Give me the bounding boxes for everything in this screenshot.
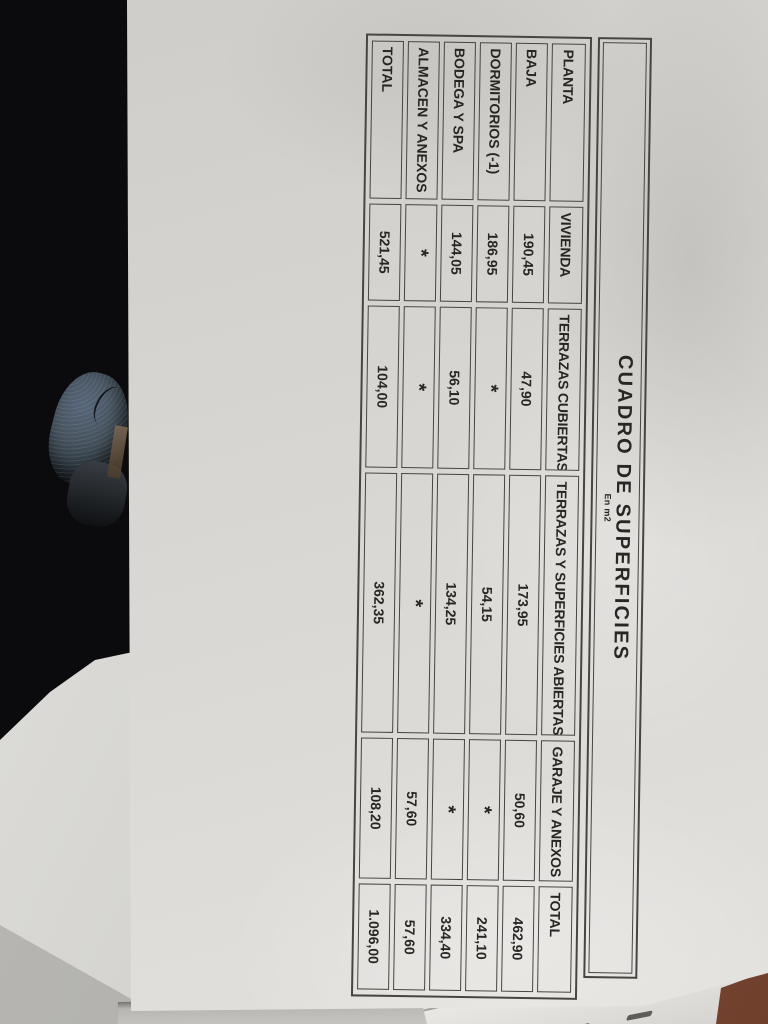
value-cell: 54,15 [469, 474, 506, 735]
asterisk-cell: * [403, 204, 438, 302]
value-cell: 1.096,00 [357, 883, 391, 990]
value-cell: 462,90 [501, 885, 535, 993]
column-header-3: TERRAZAS Y SUPERFICIES ABIERTAS [541, 475, 580, 736]
document-title-box: CUADRO DE SUPERFICIES En m2 [583, 37, 653, 979]
value-cell: 241,10 [465, 885, 499, 992]
row-label: BAJA [513, 42, 548, 202]
asterisk-cell: * [430, 738, 466, 881]
document-subtitle: En m2 [602, 493, 613, 523]
surfaces-table: PLANTA VIVIENDA TERRAZAS CUBIERTAS TERRAZAS… [350, 33, 593, 1000]
illegible-print-mark [625, 1010, 653, 1021]
row-label: ALMACEN Y ANEXOS [405, 41, 440, 200]
value-cell: 134,25 [433, 473, 470, 735]
asterisk-cell: * [397, 473, 434, 734]
value-cell: 47,90 [509, 307, 544, 471]
document-title-inner-frame: CUADRO DE SUPERFICIES En m2 [588, 42, 647, 974]
column-header-0: PLANTA [549, 43, 586, 202]
asterisk-cell: * [466, 739, 502, 881]
value-cell: 334,40 [429, 884, 463, 992]
value-cell: 362,35 [361, 472, 398, 733]
value-cell: 56,10 [437, 306, 472, 470]
value-cell: 173,95 [505, 474, 542, 736]
asterisk-cell: * [401, 306, 436, 469]
column-header-4: GARAJE Y ANEXOS [538, 740, 575, 882]
column-header-2: TERRAZAS CUBIERTAS [545, 308, 582, 471]
value-cell: 190,45 [511, 205, 546, 304]
value-cell: 108,20 [358, 737, 394, 879]
value-cell: 104,00 [365, 305, 400, 468]
row-label: BODEGA Y SPA [441, 41, 476, 201]
document-title: CUADRO DE SUPERFICIES [609, 354, 637, 662]
row-label: DORMITORIOS (-1) [477, 42, 512, 201]
row-label: TOTAL [369, 40, 404, 200]
value-cell: 50,60 [502, 739, 537, 882]
value-cell: 57,60 [393, 883, 427, 991]
column-header-5: TOTAL [537, 886, 573, 993]
value-cell: 186,95 [475, 205, 510, 303]
value-cell: 144,05 [439, 204, 474, 303]
surfaces-document: CUADRO DE SUPERFICIES En m2 PLANTA VIVIEN… [335, 33, 653, 1001]
asterisk-cell: * [473, 307, 508, 470]
value-cell: 57,60 [394, 738, 430, 880]
column-header-1: VIVIENDA [547, 206, 584, 304]
value-cell: 521,45 [367, 203, 402, 302]
